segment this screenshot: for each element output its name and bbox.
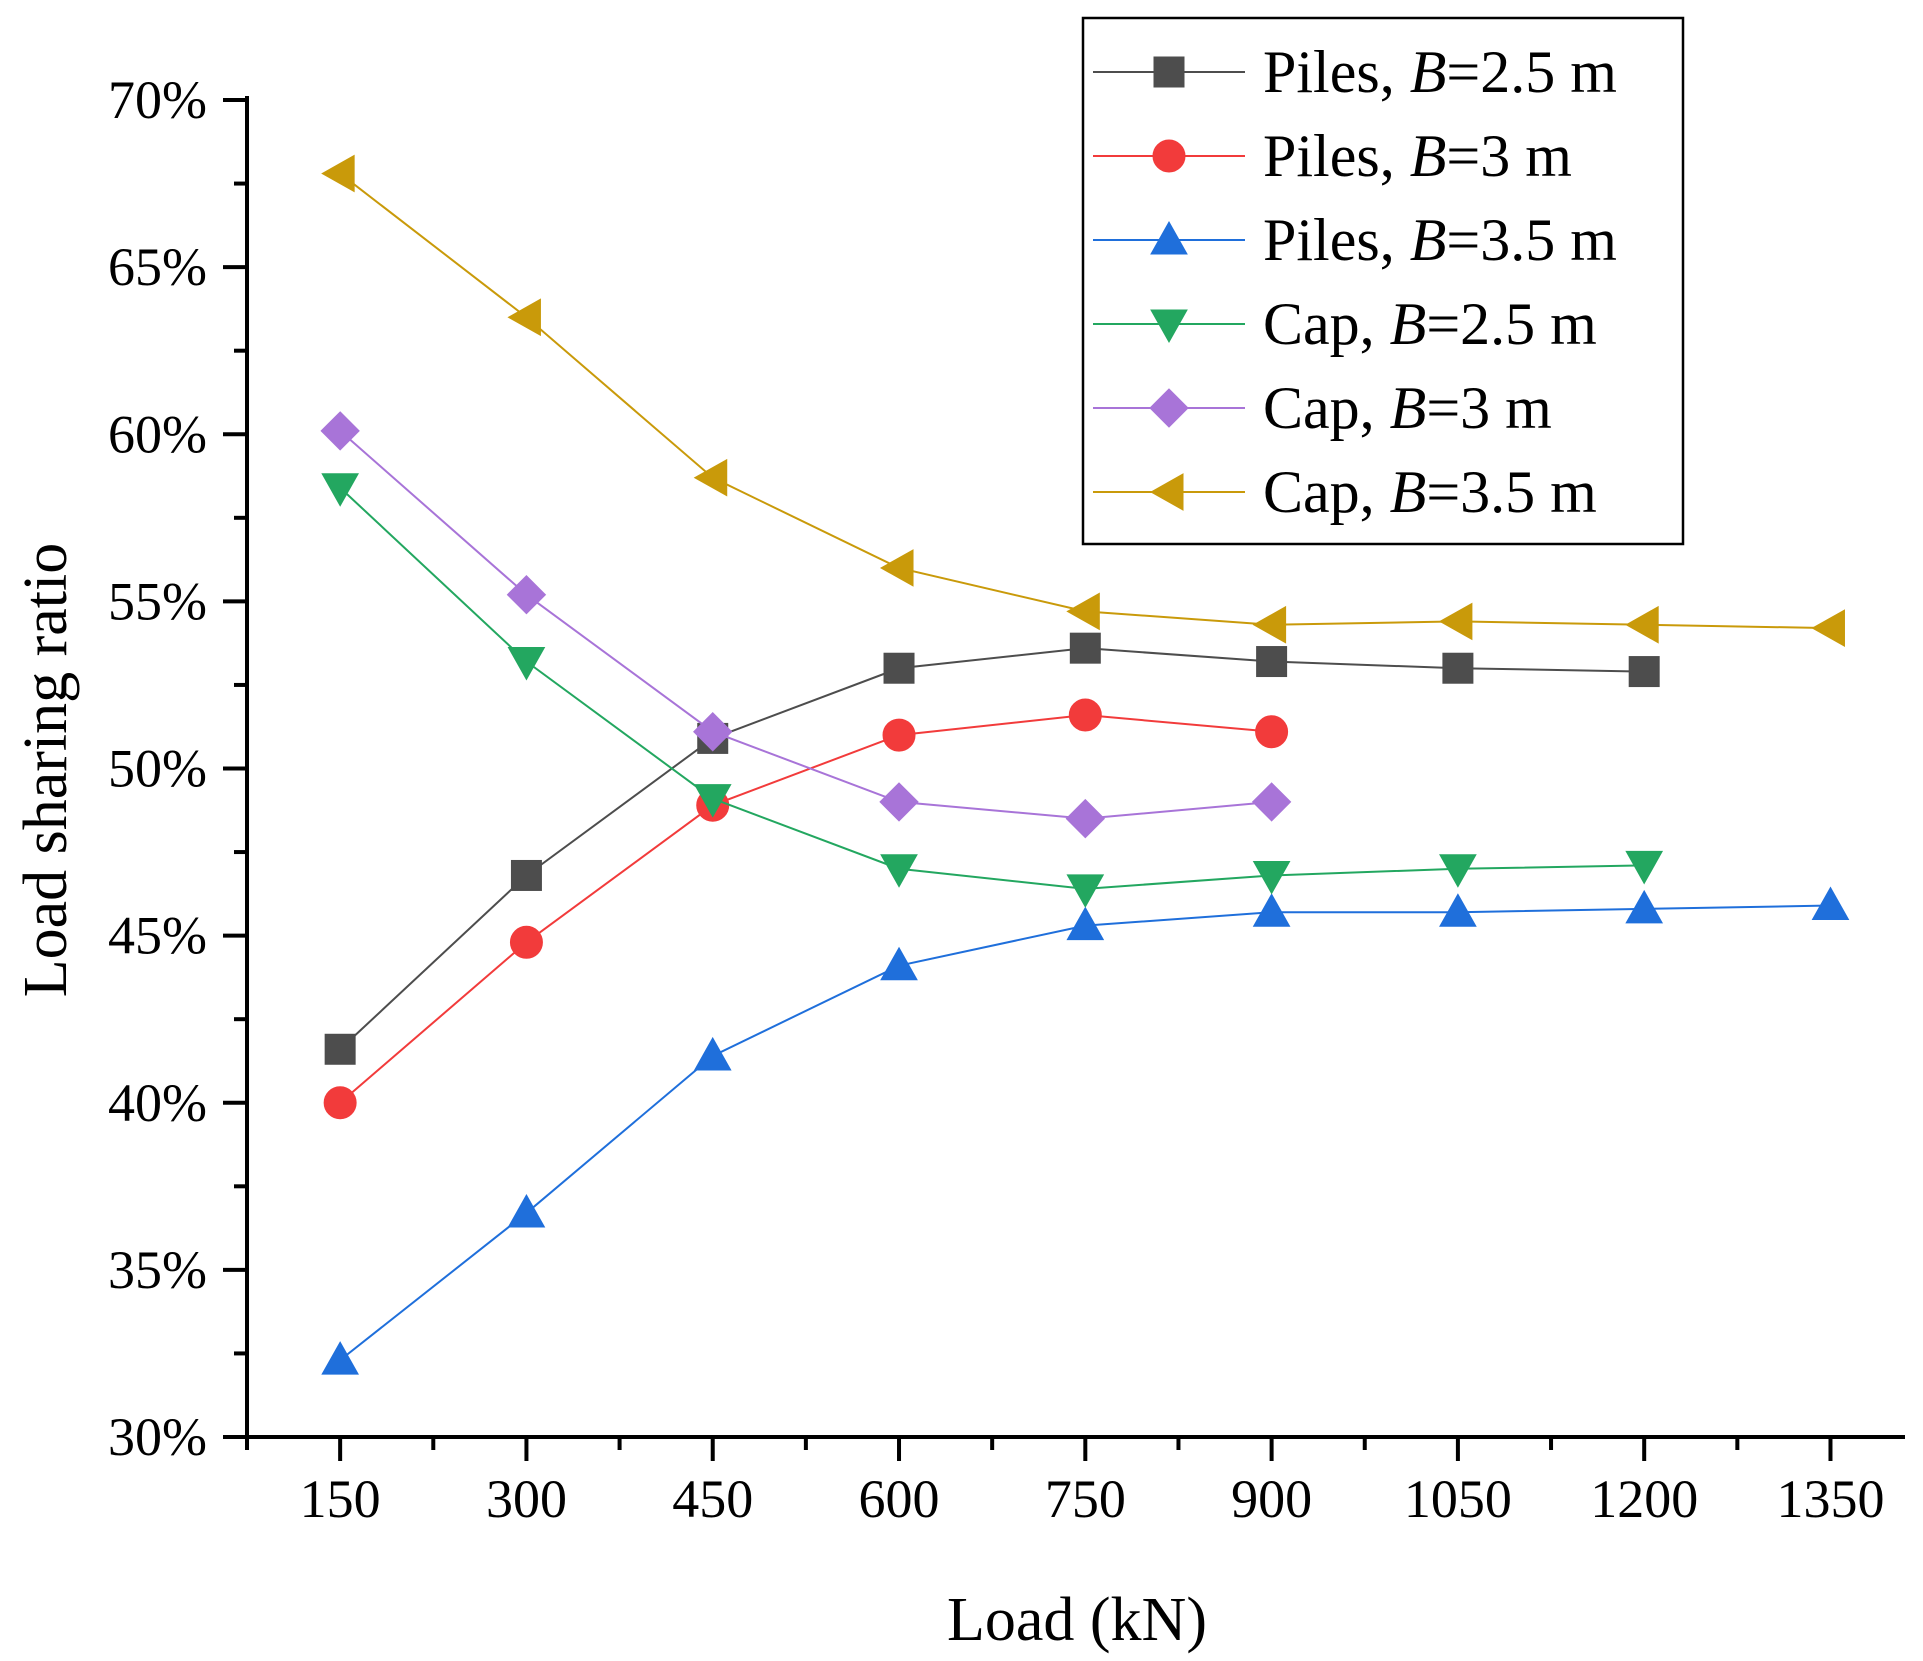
data-point bbox=[1438, 602, 1473, 641]
data-point bbox=[1439, 854, 1477, 888]
data-point bbox=[1252, 860, 1291, 895]
data-point bbox=[1255, 715, 1289, 749]
x-tick-label: 600 bbox=[859, 1469, 940, 1529]
data-point bbox=[507, 1194, 546, 1228]
data-point bbox=[880, 854, 918, 888]
data-point bbox=[507, 298, 541, 337]
legend-item: Cap, B=2.5 m bbox=[1093, 291, 1597, 357]
legend-marker bbox=[1152, 139, 1186, 173]
data-point bbox=[883, 652, 915, 684]
series-6 bbox=[321, 154, 1845, 647]
legend: Piles, B=2.5 m Piles, B=3 m Piles, B=3.5 m… bbox=[1081, 16, 1685, 546]
legend-label: Piles, B=2.5 m bbox=[1263, 39, 1617, 105]
data-point bbox=[1439, 893, 1477, 927]
series-5 bbox=[320, 411, 1292, 839]
data-point bbox=[1066, 906, 1105, 941]
data-point bbox=[1625, 889, 1664, 924]
y-tick-label: 35% bbox=[108, 1240, 207, 1300]
data-point bbox=[1066, 874, 1105, 908]
legend-item: Cap, B=3 m bbox=[1093, 375, 1552, 441]
legend-item: Piles, B=3.5 m bbox=[1093, 207, 1617, 273]
data-point bbox=[880, 946, 918, 981]
data-point bbox=[1628, 656, 1660, 688]
x-tick-label: 1350 bbox=[1776, 1469, 1884, 1529]
data-point bbox=[509, 925, 543, 959]
series-1 bbox=[324, 632, 1660, 1065]
data-point bbox=[506, 574, 547, 615]
series-2 bbox=[323, 698, 1289, 1120]
data-point bbox=[1625, 850, 1664, 885]
legend-label: Cap, B=3.5 m bbox=[1263, 459, 1597, 525]
y-tick-label: 60% bbox=[108, 404, 207, 464]
axes: 30% 35% 40% 45% 50% 55% 60% 65% 70% 150 300 450 600 7… bbox=[108, 70, 1905, 1529]
data-point bbox=[879, 782, 919, 822]
legend-marker bbox=[1149, 473, 1184, 511]
legend-marker bbox=[1153, 56, 1185, 88]
y-tick-label: 45% bbox=[108, 906, 207, 966]
data-point bbox=[1069, 632, 1101, 664]
data-point bbox=[693, 784, 732, 818]
x-tick-label: 300 bbox=[486, 1469, 567, 1529]
series-line bbox=[339, 486, 1645, 890]
y-tick-label: 50% bbox=[108, 739, 207, 799]
y-tick-label: 65% bbox=[108, 237, 207, 297]
data-point bbox=[1811, 609, 1845, 647]
data-point bbox=[693, 712, 733, 752]
data-point bbox=[510, 859, 542, 891]
series-line bbox=[339, 904, 1831, 1361]
legend-marker bbox=[1149, 388, 1189, 428]
y-tick-label: 30% bbox=[108, 1407, 207, 1467]
data-point bbox=[321, 473, 360, 507]
x-tick-label: 1050 bbox=[1404, 1469, 1512, 1529]
series-3 bbox=[321, 886, 1850, 1375]
data-point bbox=[320, 411, 360, 451]
legend-label: Piles, B=3.5 m bbox=[1263, 207, 1617, 273]
x-tick-label: 1200 bbox=[1590, 1469, 1698, 1529]
y-tick-label: 40% bbox=[108, 1073, 207, 1133]
data-point bbox=[1252, 605, 1287, 644]
y-tick-label: 70% bbox=[108, 70, 207, 130]
legend-item: Piles, B=2.5 m bbox=[1093, 39, 1617, 105]
data-point bbox=[323, 1086, 357, 1120]
y-axis-title: Load sharing ratio bbox=[12, 543, 80, 998]
data-point bbox=[1625, 605, 1659, 644]
data-point bbox=[1251, 782, 1292, 822]
data-point bbox=[321, 1341, 360, 1375]
series-line bbox=[339, 714, 1272, 1104]
data-point bbox=[693, 458, 728, 497]
legend-marker bbox=[1150, 220, 1188, 255]
y-tick-label: 55% bbox=[108, 571, 207, 631]
data-point bbox=[324, 1033, 356, 1065]
data-point bbox=[1065, 798, 1106, 839]
x-tick-label: 150 bbox=[300, 1469, 381, 1529]
legend-label: Cap, B=2.5 m bbox=[1263, 291, 1597, 357]
data-point bbox=[882, 718, 916, 752]
data-point bbox=[507, 647, 546, 681]
legend-marker bbox=[1150, 309, 1188, 344]
data-point bbox=[1066, 592, 1100, 631]
legend-label: Piles, B=3 m bbox=[1263, 123, 1572, 189]
data-point bbox=[693, 1036, 732, 1071]
data-point bbox=[321, 154, 355, 193]
x-tick-label: 450 bbox=[672, 1469, 753, 1529]
data-point bbox=[1442, 652, 1474, 684]
legend-item: Cap, B=3.5 m bbox=[1093, 459, 1597, 525]
legend-item: Piles, B=3 m bbox=[1093, 123, 1572, 189]
series-line bbox=[339, 430, 1272, 820]
series-line bbox=[339, 647, 1645, 1051]
data-point bbox=[880, 549, 914, 587]
x-tick-label: 900 bbox=[1231, 1469, 1312, 1529]
data-point bbox=[1256, 646, 1288, 678]
x-axis-title: Load (kN) bbox=[947, 1586, 1207, 1654]
data-point bbox=[1811, 886, 1850, 921]
series-4 bbox=[321, 473, 1664, 908]
data-point bbox=[1252, 893, 1291, 927]
x-tick-label: 750 bbox=[1045, 1469, 1126, 1529]
data-point bbox=[1068, 698, 1102, 732]
series-layer bbox=[320, 154, 1850, 1375]
legend-label: Cap, B=3 m bbox=[1263, 375, 1552, 441]
legend-box bbox=[1081, 16, 1685, 546]
